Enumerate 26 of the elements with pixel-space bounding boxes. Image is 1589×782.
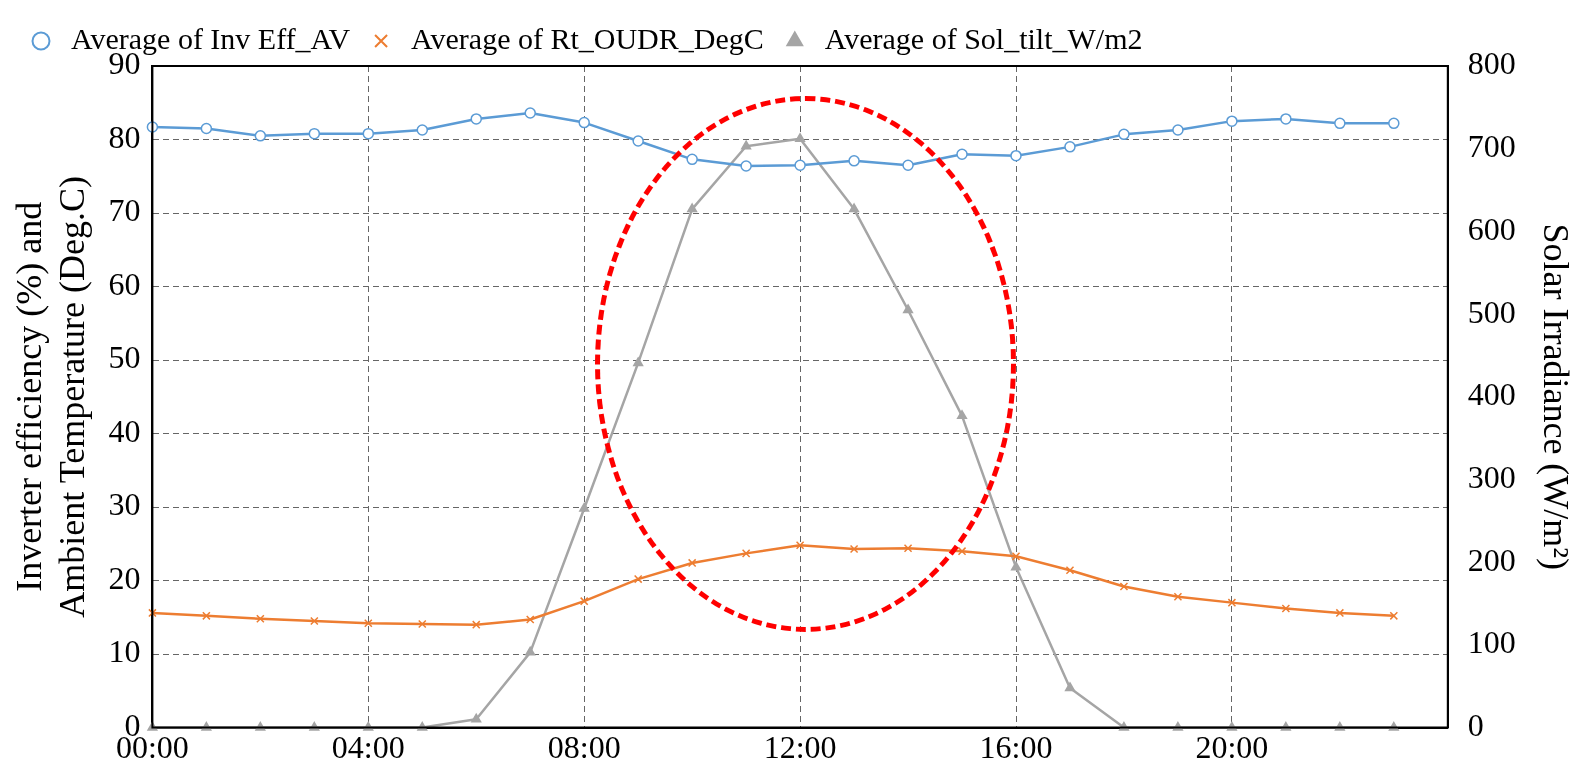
y2-tick-label: 700 <box>1467 128 1516 165</box>
y2-tick-label: 200 <box>1467 541 1516 578</box>
y2-tick-label: 300 <box>1467 458 1516 495</box>
legend-label: Average of Sol_tilt_W/m2 <box>824 21 1143 55</box>
y-tick-label: 70 <box>108 192 141 229</box>
x-tick-label: 16:00 <box>979 729 1053 766</box>
x-tick-label: 12:00 <box>763 729 837 766</box>
y-tick-label: 80 <box>108 118 141 155</box>
y-tick-label: 40 <box>108 412 141 449</box>
y2-tick-label: 0 <box>1467 707 1484 744</box>
legend-label: Average of Rt_OUDR_DegC <box>411 21 764 55</box>
y-tick-label: 20 <box>108 559 141 596</box>
y2-axis-title: Solar Irradiance (W/m²) <box>1535 223 1576 571</box>
x-tick-label: 20:00 <box>1195 729 1269 766</box>
y2-tick-label: 400 <box>1467 376 1516 413</box>
y-tick-label: 60 <box>108 265 141 302</box>
y-tick-label: 50 <box>108 339 141 376</box>
x-tick-label: 08:00 <box>547 729 621 766</box>
y2-tick-label: 100 <box>1467 624 1516 661</box>
x-tick-label: 04:00 <box>331 729 405 766</box>
y2-tick-label: 800 <box>1467 45 1516 82</box>
y-axis-title: Inverter efficiency (%) and Ambient Temperature (Deg.C) <box>9 175 93 618</box>
y2-tick-label: 600 <box>1467 210 1516 247</box>
y-tick-label: 30 <box>108 486 141 523</box>
y-tick-label: 10 <box>108 633 141 670</box>
y2-tick-label: 500 <box>1467 293 1516 330</box>
